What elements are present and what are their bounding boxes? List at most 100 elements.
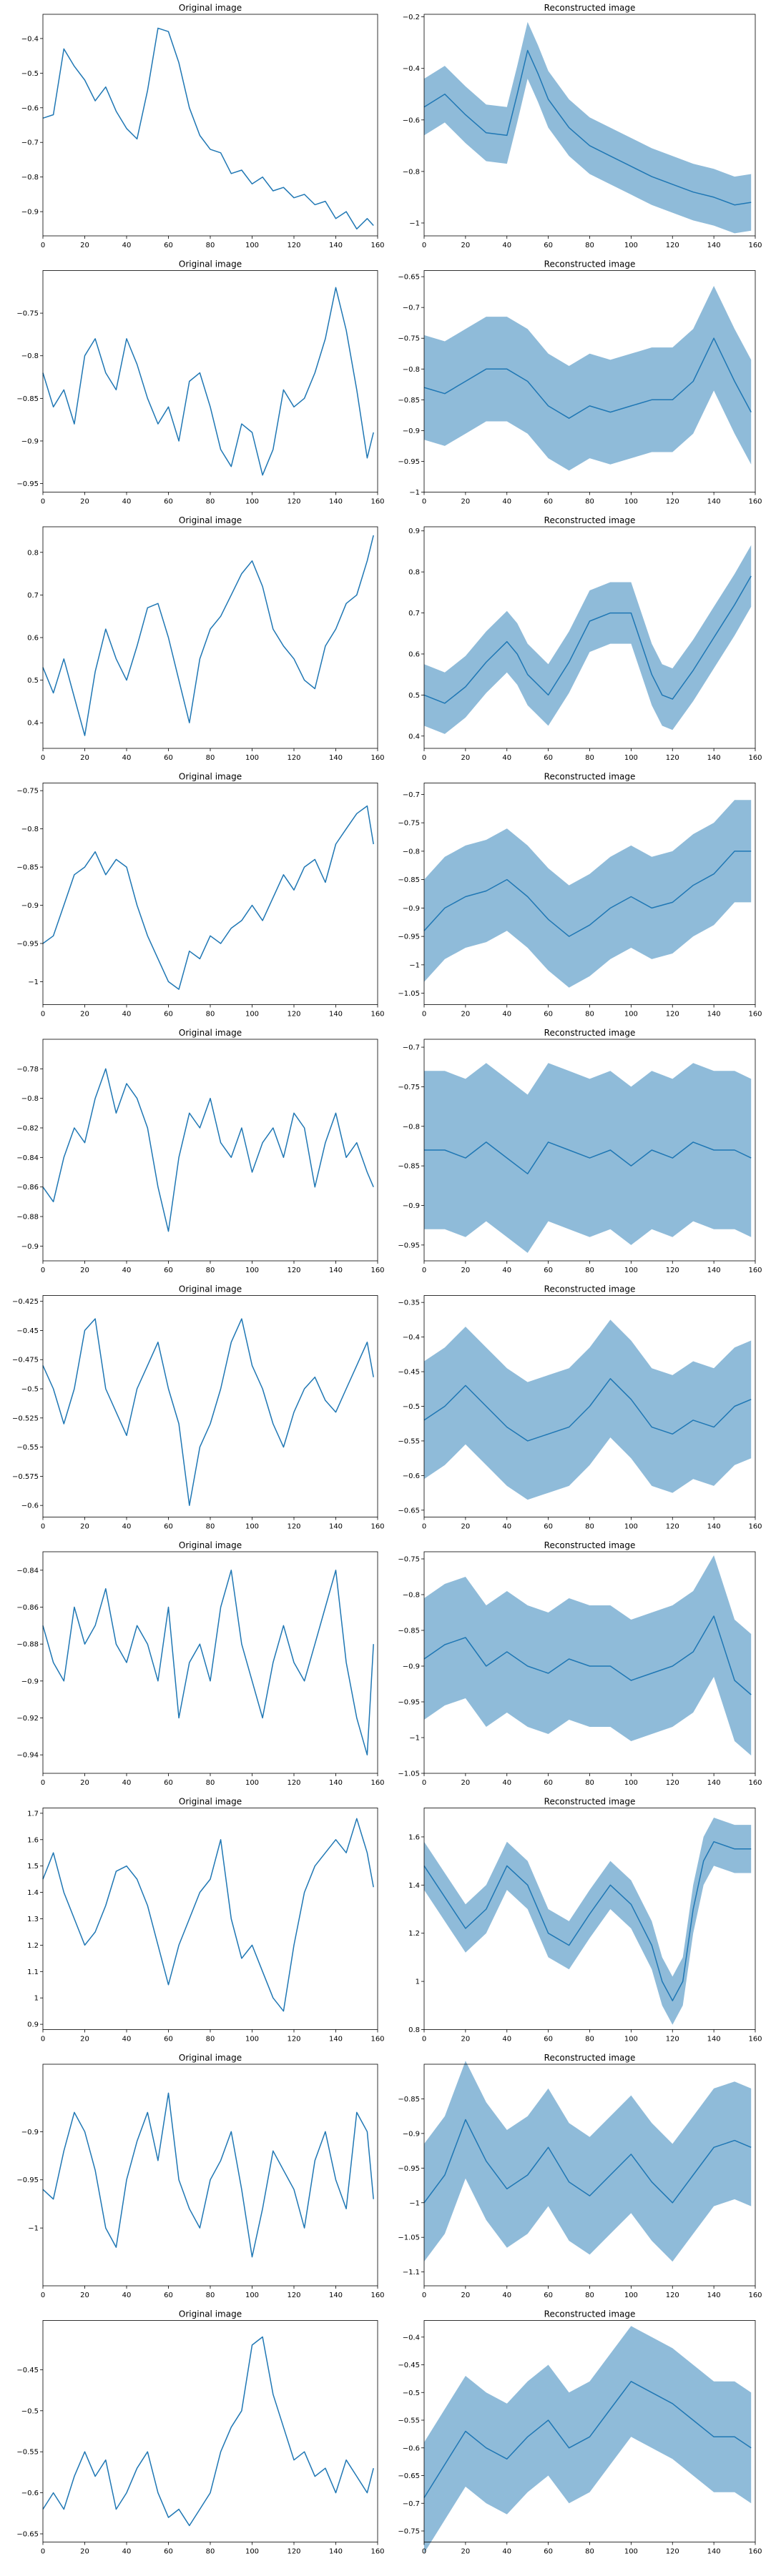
- x-tick-label: 120: [666, 242, 679, 249]
- x-tick-label: 160: [370, 2548, 384, 2556]
- y-tick-label: −1: [409, 219, 420, 227]
- x-tick-label: 40: [502, 1523, 511, 1531]
- y-tick-label: −0.9: [403, 2130, 420, 2138]
- axes-frame: [42, 526, 378, 749]
- chart-reconstructed-5: Reconstructed image 0 20 40 60 80 100 120 140 160…: [398, 1028, 762, 1274]
- y-tick-label: −0.6: [21, 104, 39, 112]
- x-tick-label: 140: [329, 1267, 343, 1274]
- x-tick-label: 80: [206, 2036, 215, 2044]
- y-tick-label: −0.95: [398, 1242, 420, 1249]
- series-line: [423, 1378, 752, 1442]
- y-tick-label: −0.8: [403, 848, 420, 856]
- y-tick-label: −0.78: [16, 1066, 39, 1074]
- x-tick-label: 60: [164, 1523, 173, 1531]
- x-tick-label: 0: [41, 498, 45, 506]
- y-tick-label: −1: [409, 961, 420, 969]
- x-tick-label: 60: [544, 1267, 553, 1274]
- x-tick-label: 120: [666, 2292, 679, 2299]
- x-tick-label: 40: [502, 242, 511, 249]
- series-line: [423, 1841, 752, 2001]
- x-tick-label: 100: [624, 754, 638, 762]
- y-tick-label: −0.9: [21, 902, 39, 910]
- series-line: [42, 535, 374, 736]
- x-tick-label: 0: [41, 2292, 45, 2299]
- chart-reconstructed-7: Reconstructed image 0 20 40 60 80 100 120 140 160…: [398, 1540, 762, 1787]
- y-tick-label: −0.55: [398, 1437, 420, 1445]
- x-tick-label: 0: [41, 1779, 45, 1787]
- chart-title: Reconstructed image: [544, 2309, 636, 2319]
- chart-original-7: Original image 0 20 40 60 80 100 120 140 160 −0.94…: [16, 1540, 384, 1787]
- chart-title: Original image: [179, 1028, 242, 1038]
- y-tick-label: −0.84: [16, 1567, 39, 1575]
- confidence-band: [424, 800, 752, 988]
- x-tick-label: 100: [245, 2548, 259, 2556]
- x-tick-label: 160: [748, 2548, 762, 2556]
- y-tick-label: −0.9: [403, 905, 420, 913]
- y-tick-label: 1.4: [27, 1889, 39, 1897]
- y-tick-label: 0.8: [408, 2026, 420, 2034]
- y-tick-label: −0.86: [16, 1604, 39, 1612]
- chart-title: Reconstructed image: [544, 259, 636, 269]
- x-tick-label: 100: [245, 2036, 259, 2044]
- y-tick-label: −1: [409, 489, 420, 497]
- chart-title: Reconstructed image: [544, 1797, 636, 1807]
- y-tick-label: −0.475: [12, 1357, 39, 1364]
- chart-title: Reconstructed image: [544, 2053, 636, 2063]
- x-tick-label: 160: [748, 1523, 762, 1531]
- axes-frame: [42, 14, 378, 237]
- y-tick-label: −0.85: [16, 395, 39, 403]
- y-tick-label: −0.7: [403, 1044, 420, 1052]
- x-tick-label: 20: [461, 2292, 471, 2299]
- chart-original-10: Original image 0 20 40 60 80 100 120 140 160 −0.65…: [16, 2309, 384, 2556]
- y-tick-label: −0.5: [403, 2389, 420, 2397]
- y-tick-label: 0.8: [408, 569, 420, 577]
- x-tick-label: 140: [329, 1523, 343, 1531]
- confidence-band: [424, 21, 752, 234]
- x-tick-label: 80: [206, 1779, 215, 1787]
- x-tick-label: 0: [41, 2548, 45, 2556]
- y-tick-label: −0.9: [21, 1678, 39, 1685]
- confidence-band: [424, 2326, 752, 2553]
- y-tick-label: 1.2: [408, 1930, 420, 1938]
- x-tick-label: 40: [502, 1779, 511, 1787]
- x-tick-label: 140: [707, 498, 721, 506]
- x-tick-label: 100: [624, 1523, 638, 1531]
- y-tick-label: −0.88: [16, 1641, 39, 1649]
- y-tick-label: 1.6: [408, 1833, 420, 1841]
- confidence-band: [424, 1818, 752, 2025]
- series-line: [42, 1570, 374, 1755]
- x-tick-label: 40: [122, 242, 132, 249]
- x-tick-label: 60: [164, 1779, 173, 1787]
- x-tick-label: 20: [80, 2548, 89, 2556]
- x-tick-label: 40: [502, 1267, 511, 1274]
- x-tick-label: 100: [624, 242, 638, 249]
- x-tick-label: 120: [287, 1523, 300, 1531]
- chart-title: Original image: [179, 2309, 242, 2319]
- series-line: [42, 805, 374, 990]
- x-tick-label: 160: [748, 498, 762, 506]
- confidence-band: [424, 2061, 752, 2262]
- y-tick-label: 0.6: [408, 650, 420, 658]
- chart-title: Original image: [179, 2053, 242, 2063]
- x-tick-label: 120: [666, 498, 679, 506]
- chart-original-5: Original image 0 20 40 60 80 100 120 140 160 −0.9 −…: [16, 1028, 384, 1274]
- chart-original-4: Original image 0 20 40 60 80 100 120 140 160 −1 −0.…: [16, 772, 384, 1019]
- x-tick-label: 80: [585, 498, 594, 506]
- y-tick-label: −0.75: [16, 788, 39, 796]
- x-tick-label: 100: [245, 498, 259, 506]
- y-tick-label: −0.5: [21, 70, 39, 78]
- x-tick-label: 140: [329, 2292, 343, 2299]
- y-tick-label: −1.1: [403, 2269, 420, 2277]
- y-tick-label: −0.4: [21, 35, 39, 43]
- chart-reconstructed-6: Reconstructed image 0 20 40 60 80 100 120 140 160…: [398, 1284, 762, 1531]
- x-tick-label: 0: [41, 1011, 45, 1019]
- series-line: [423, 2119, 752, 2204]
- series-line: [42, 2092, 374, 2258]
- y-tick-label: −0.7: [403, 304, 420, 312]
- y-tick-label: 1.3: [27, 1916, 39, 1923]
- y-tick-label: −0.65: [398, 2472, 420, 2480]
- x-tick-label: 60: [544, 242, 553, 249]
- y-tick-label: −0.2: [403, 14, 420, 21]
- axes-frame: [42, 1551, 378, 1774]
- x-tick-label: 160: [748, 2036, 762, 2044]
